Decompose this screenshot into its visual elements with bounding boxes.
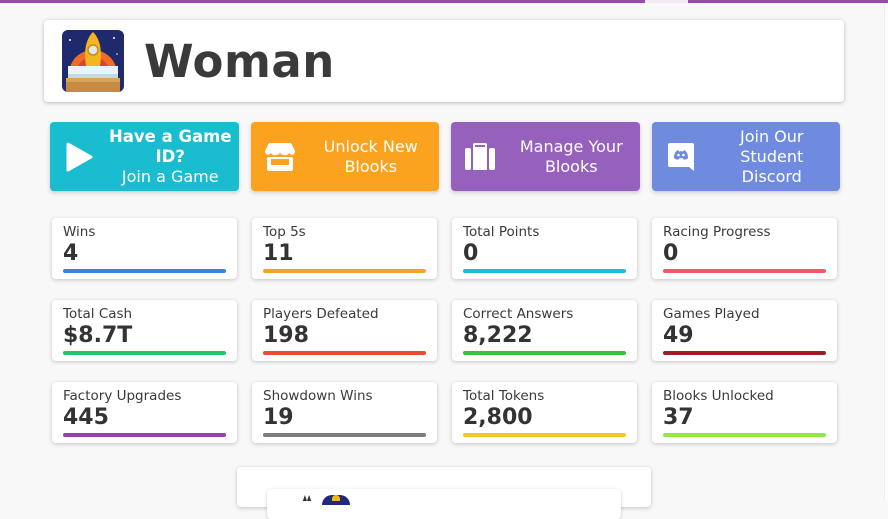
stat-showdown-wins: Showdown Wins 19 — [252, 382, 437, 443]
discord-icon — [652, 142, 710, 172]
top-nav-active-tab[interactable] — [645, 0, 688, 3]
bottom-icons — [300, 495, 350, 505]
stat-bar — [663, 433, 826, 437]
stat-value: 198 — [263, 323, 309, 348]
username: Woman — [144, 34, 335, 88]
stat-label: Correct Answers — [463, 306, 574, 322]
stat-bar — [263, 433, 426, 437]
stat-value: 37 — [663, 405, 694, 430]
stat-total-tokens: Total Tokens 2,800 — [452, 382, 637, 443]
stat-bar — [63, 433, 226, 437]
manage-blooks-label: Manage Your Blooks — [519, 136, 623, 176]
blook-icon — [322, 495, 350, 505]
stat-label: Showdown Wins — [263, 388, 373, 404]
unlock-blooks-button[interactable]: Unlock New Blooks — [250, 122, 439, 191]
stats-grid: Wins 4 Top 5s 11 Total Points 0 Racing Prog… — [52, 218, 838, 443]
stat-bar — [463, 269, 626, 273]
store-icon — [251, 142, 309, 172]
stat-value: 0 — [663, 241, 679, 266]
stat-bar — [263, 351, 426, 355]
crown-icon — [302, 495, 312, 501]
stat-value: 445 — [63, 405, 109, 430]
top-nav-bar — [0, 0, 888, 3]
play-icon — [50, 142, 108, 172]
stat-label: Wins — [63, 224, 96, 240]
stat-top-5s: Top 5s 11 — [252, 218, 437, 279]
bottom-inner-card[interactable] — [267, 489, 621, 519]
stat-label: Players Defeated — [263, 306, 379, 322]
join-game-title: Have a Game ID? — [108, 126, 232, 166]
rocket-blook-icon[interactable] — [62, 30, 124, 92]
stat-total-points: Total Points 0 — [452, 218, 637, 279]
join-discord-button[interactable]: Join Our Student Discord — [651, 122, 840, 191]
stat-blooks-unlocked: Blooks Unlocked 37 — [652, 382, 837, 443]
stat-label: Total Points — [463, 224, 540, 240]
stat-label: Games Played — [663, 306, 760, 322]
bottom-panel — [237, 467, 651, 519]
join-game-button[interactable]: Have a Game ID? Join a Game — [50, 122, 239, 191]
stat-label: Factory Upgrades — [63, 388, 182, 404]
stat-total-cash: Total Cash $8.7T — [52, 300, 237, 361]
action-buttons: Have a Game ID? Join a Game Unlock New B… — [50, 122, 840, 191]
stat-value: 4 — [63, 241, 79, 266]
join-game-subtitle: Join a Game — [121, 166, 219, 186]
stat-racing-progress: Racing Progress 0 — [652, 218, 837, 279]
stat-label: Total Cash — [63, 306, 133, 322]
stat-correct-answers: Correct Answers 8,222 — [452, 300, 637, 361]
stat-label: Racing Progress — [663, 224, 771, 240]
stat-value: $8.7T — [63, 323, 133, 348]
stat-value: 19 — [263, 405, 294, 430]
stat-bar — [463, 351, 626, 355]
stat-games-played: Games Played 49 — [652, 300, 837, 361]
stat-bar — [463, 433, 626, 437]
scrollbar[interactable] — [884, 3, 888, 500]
stat-label: Top 5s — [263, 224, 306, 240]
stat-bar — [63, 269, 226, 273]
briefcase-icon — [451, 142, 509, 171]
stat-label: Total Tokens — [463, 388, 545, 404]
stat-bar — [263, 269, 426, 273]
stat-value: 49 — [663, 323, 694, 348]
stat-bar — [663, 351, 826, 355]
stat-bar — [63, 351, 226, 355]
manage-blooks-button[interactable]: Manage Your Blooks — [451, 122, 640, 191]
stat-value: 0 — [463, 241, 479, 266]
stat-value: 2,800 — [463, 405, 533, 430]
stat-label: Blooks Unlocked — [663, 388, 774, 404]
join-game-label: Have a Game ID? Join a Game — [108, 127, 239, 187]
stat-value: 8,222 — [463, 323, 533, 348]
unlock-blooks-label: Unlock New Blooks — [323, 136, 418, 176]
stat-factory-upgrades: Factory Upgrades 445 — [52, 382, 237, 443]
profile-header: Woman — [44, 20, 844, 102]
stat-value: 11 — [263, 241, 294, 266]
stat-players-defeated: Players Defeated 198 — [252, 300, 437, 361]
stat-wins: Wins 4 — [52, 218, 237, 279]
join-discord-label: Join Our Student Discord — [740, 126, 804, 186]
stat-bar — [663, 269, 826, 273]
